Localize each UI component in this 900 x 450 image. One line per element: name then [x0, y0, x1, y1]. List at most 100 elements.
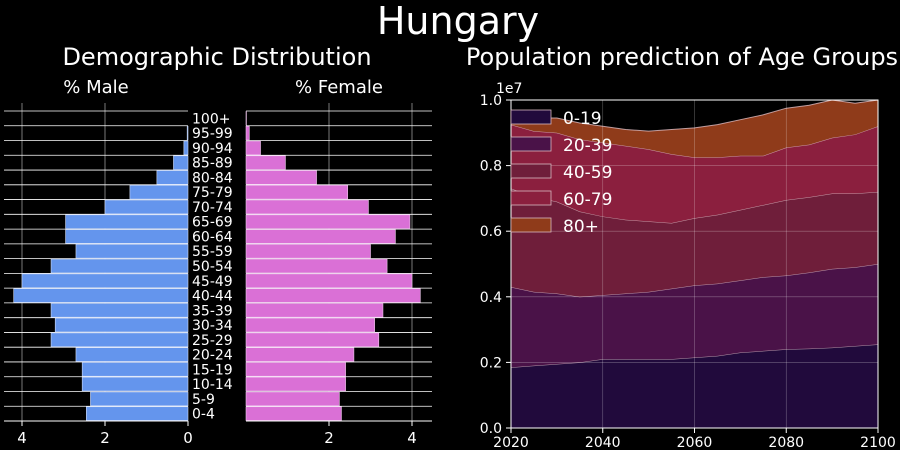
x-tick-label: 0 — [183, 429, 193, 447]
age-group-label: 20-24 — [192, 348, 233, 364]
pyramid-chart: Demographic Distribution % Male % Female… — [4, 43, 432, 447]
male-bar — [129, 185, 189, 200]
male-bar — [75, 244, 189, 259]
male-bar — [186, 125, 189, 141]
age-group-label: 25-29 — [192, 333, 233, 349]
female-bar — [245, 303, 384, 318]
age-group-label: 5-9 — [192, 392, 215, 408]
male-bar — [65, 229, 189, 244]
y-tick-label: 0.8 — [480, 159, 502, 175]
legend-label: 60-79 — [563, 190, 612, 210]
male-bar — [50, 258, 189, 274]
female-bar — [245, 362, 346, 377]
area-title: Population prediction of Age Groups — [466, 43, 898, 71]
area-y-ticks: 0.0 0.2 0.4 0.6 0.8 1.0 — [480, 93, 511, 437]
x-tick-label: 4 — [407, 429, 417, 447]
age-group-label: 40-44 — [192, 289, 233, 305]
pyramid-title: Demographic Distribution — [62, 43, 371, 71]
area-band-20-39 — [511, 264, 878, 368]
female-bar — [245, 288, 421, 303]
legend-label: 40-59 — [563, 163, 612, 183]
x-tick-label: 2060 — [677, 435, 713, 450]
age-group-label: 55-59 — [192, 244, 233, 260]
female-bar — [245, 140, 261, 156]
male-bar — [81, 376, 189, 392]
age-group-label: 90-94 — [192, 141, 233, 157]
female-bar — [245, 391, 340, 407]
male-bar — [156, 170, 189, 185]
legend-swatch — [510, 136, 552, 152]
male-bar — [86, 406, 189, 421]
male-bar — [50, 303, 189, 318]
female-bar — [245, 155, 286, 170]
legend-label: 80+ — [563, 217, 599, 237]
female-bar — [245, 376, 346, 392]
male-bar — [75, 347, 189, 362]
y-scale-label: 1e7 — [496, 81, 522, 97]
age-group-label: 30-34 — [192, 318, 233, 334]
area-gridlines — [511, 100, 878, 428]
age-group-label: 10-14 — [192, 377, 233, 393]
male-bar — [104, 199, 189, 215]
y-tick-label: 0.0 — [480, 421, 502, 437]
pyramid-gridlines — [4, 103, 432, 423]
female-bar — [245, 258, 388, 274]
x-tick-label: 2080 — [768, 435, 804, 450]
x-tick-label: 2020 — [493, 435, 529, 450]
legend-swatch — [510, 217, 552, 233]
area-edge-80+ — [510, 99, 879, 132]
legend-swatch — [510, 109, 552, 125]
male-bar — [173, 155, 189, 170]
x-tick-label: 2 — [324, 429, 334, 447]
x-tick-label: 2 — [100, 429, 110, 447]
male-bar — [50, 332, 189, 347]
male-bar — [81, 362, 189, 377]
male-bar — [54, 317, 189, 333]
age-group-label: 15-19 — [192, 362, 233, 378]
area-chart: Population prediction of Age Groups 1e7 … — [466, 43, 898, 450]
age-group-label: 75-79 — [192, 185, 233, 201]
y-tick-label: 1.0 — [480, 93, 502, 109]
x-tick-label: 4 — [17, 429, 27, 447]
y-tick-label: 0.2 — [480, 355, 502, 371]
legend-label: 20-39 — [563, 136, 612, 156]
age-group-label: 65-69 — [192, 215, 233, 231]
age-group-label: 60-64 — [192, 229, 233, 245]
male-bar — [21, 273, 189, 288]
male-panel-label: % Male — [63, 77, 128, 98]
legend: 0-19 20-39 40-59 60-79 80+ — [510, 109, 612, 237]
female-bar — [245, 214, 411, 229]
female-bar — [245, 199, 369, 215]
female-panel-label: % Female — [295, 77, 383, 98]
figure-title: Hungary — [377, 0, 539, 43]
age-group-label: 50-54 — [192, 259, 233, 275]
female-bar — [245, 347, 355, 362]
area-band-0-19 — [511, 344, 878, 428]
female-bar — [245, 273, 413, 288]
female-bar — [245, 244, 371, 259]
age-group-label: 70-74 — [192, 200, 233, 216]
age-group-label: 35-39 — [192, 303, 233, 319]
age-group-label: 100+ — [192, 111, 230, 127]
legend-label: 0-19 — [563, 109, 602, 129]
female-bar — [245, 317, 375, 333]
area-band-80+ — [511, 100, 878, 158]
age-group-label: 95-99 — [192, 126, 233, 142]
age-group-label: 80-84 — [192, 170, 233, 186]
male-bar — [13, 288, 189, 303]
x-tick-label: 2040 — [585, 435, 621, 450]
pyramid-x-ticks: 4 2 0 2 4 — [4, 420, 432, 447]
y-tick-label: 0.4 — [480, 290, 502, 306]
female-bar — [245, 125, 250, 141]
female-bar — [245, 229, 396, 244]
female-bar — [245, 170, 317, 185]
male-bar — [90, 391, 189, 407]
area-band-60-79 — [511, 124, 878, 223]
x-tick-label: 2100 — [860, 435, 896, 450]
area-x-ticks: 2020 2040 2060 2080 2100 — [493, 428, 896, 450]
female-bar — [245, 185, 348, 200]
female-bar — [245, 406, 342, 421]
male-bars — [13, 125, 189, 421]
age-group-labels: 0-45-910-1415-1920-2425-2930-3435-3940-4… — [192, 111, 233, 422]
